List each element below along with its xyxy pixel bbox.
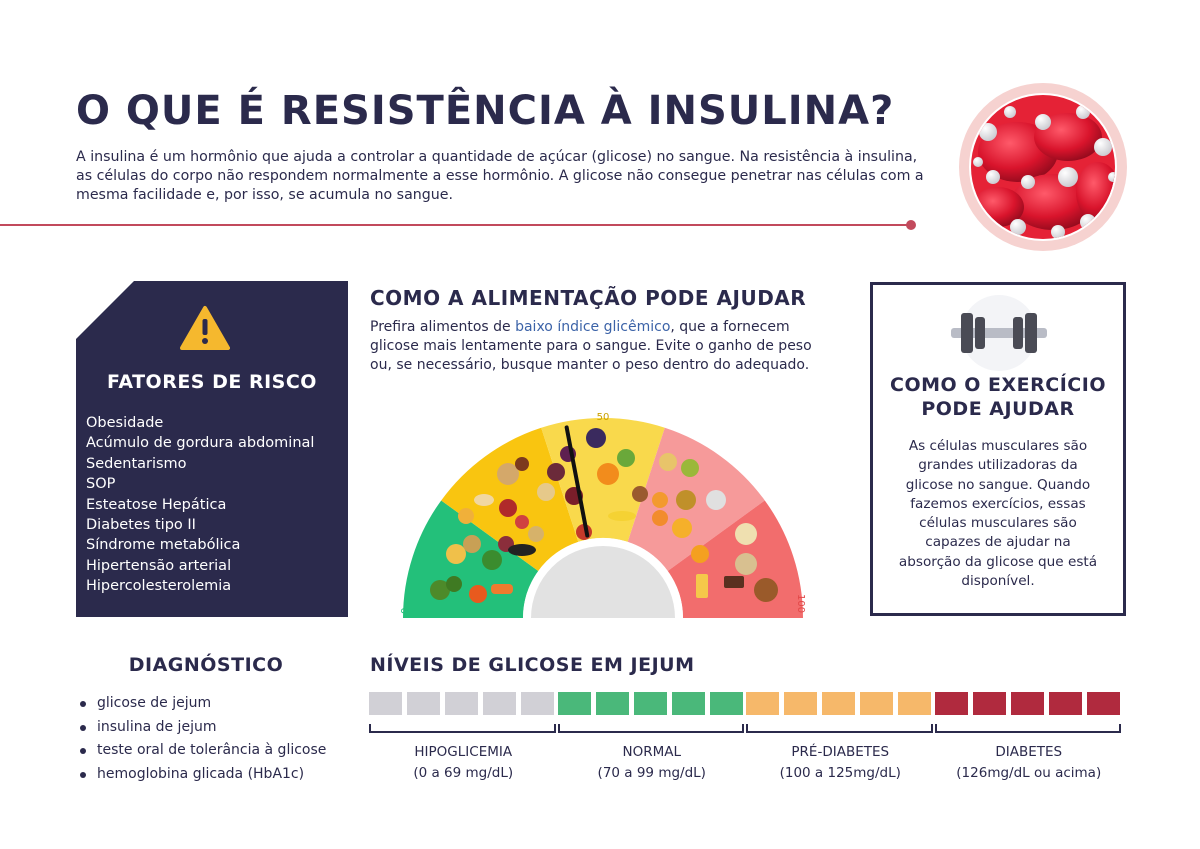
glucose-range-value: (126mg/dL ou acima) [956, 765, 1102, 781]
gauge-max-label: 100 [795, 594, 806, 613]
glucose-bar-cell [746, 692, 779, 715]
glucose-bar-cell [1086, 692, 1120, 715]
dumbbell-icon [951, 295, 1047, 371]
glucose-bar-cell [709, 692, 743, 715]
risk-item: Obesidade [86, 415, 164, 431]
glucose-bar-cell [557, 692, 591, 715]
glucose-range-label: DIABETES (126mg/dL ou acima) [935, 742, 1124, 784]
risk-factors-list: Obesidade Acúmulo de gordura abdominal S… [86, 413, 314, 597]
glucose-levels-title: NÍVEIS DE GLICOSE EM JEJUM [370, 654, 695, 676]
food-items-icon [430, 428, 778, 603]
risk-item: Hipercolesterolemia [86, 578, 232, 595]
gauge-min-label: 0 [400, 608, 411, 614]
diagnosis-list: glicose de jejum insulina de jejum teste… [80, 692, 326, 786]
glucose-range-label: PRÉ-DIABETES (100 a 125mg/dL) [746, 742, 935, 784]
glucose-range-label: HIPOGLICEMIA (0 a 69 mg/dL) [369, 742, 558, 784]
glucose-bar-cell [1010, 692, 1044, 715]
exercise-text: As células musculares são grandes utiliz… [898, 438, 1098, 590]
diagnosis-item: insulina de jejum [80, 716, 326, 740]
exercise-title: COMO O EXERCÍCIO PODE AJUDAR [890, 374, 1106, 420]
risk-item: Síndrome metabólica [86, 537, 241, 554]
glucose-bar-cell [671, 692, 705, 715]
glucose-bar-cell [784, 692, 817, 715]
divider-line [0, 224, 912, 226]
divider-dot [906, 220, 916, 230]
diagnosis-item: glicose de jejum [80, 692, 326, 716]
glucose-bar-cell [407, 692, 440, 715]
glucose-bar-cell [595, 692, 629, 715]
food-section-text: Prefira alimentos de baixo índice glicêm… [370, 318, 830, 375]
glucose-range-name: DIABETES [995, 744, 1063, 760]
glycemic-index-gauge: 0 50 100 [400, 412, 806, 618]
glucose-bracket [557, 724, 744, 733]
gauge-mid-label: 50 [597, 412, 610, 423]
glucose-bracket [934, 724, 1121, 733]
glucose-bracket [746, 724, 933, 733]
risk-factors-panel: FATORES DE RISCO Obesidade Acúmulo de go… [76, 281, 348, 617]
glucose-range-name: NORMAL [622, 744, 681, 760]
food-text-highlight: baixo índice glicêmico [515, 319, 671, 335]
glucose-bar-cell [369, 692, 402, 715]
glucose-bar-cell [445, 692, 478, 715]
risk-item: Esteatose Hepática [86, 496, 227, 513]
red-blood-cells-icon [959, 83, 1127, 251]
gauge-needle [564, 425, 590, 538]
risk-item: Acúmulo de gordura abdominal [86, 435, 315, 452]
risk-item: Hipertensão arterial [86, 557, 232, 574]
diagnosis-item: teste oral de tolerância à glicose [80, 739, 326, 763]
glucose-range-value: (70 a 99 mg/dL) [597, 765, 706, 781]
warning-icon [180, 306, 230, 350]
risk-item: Diabetes tipo II [86, 517, 196, 534]
food-section-title: COMO A ALIMENTAÇÃO PODE AJUDAR [370, 286, 807, 310]
glucose-bar-cell [972, 692, 1006, 715]
glucose-bar-cell [521, 692, 554, 715]
glucose-range-value: (100 a 125mg/dL) [779, 765, 901, 781]
glucose-range-label: NORMAL (70 a 99 mg/dL) [558, 742, 747, 784]
glucose-bracket [369, 724, 556, 733]
glucose-range-value: (0 a 69 mg/dL) [413, 765, 514, 781]
exercise-panel: COMO O EXERCÍCIO PODE AJUDAR As células … [870, 282, 1126, 616]
risk-item: Sedentarismo [86, 455, 187, 472]
glucose-bar-cell [860, 692, 893, 715]
page-title: O QUE É RESISTÊNCIA À INSULINA? [76, 88, 895, 134]
glucose-bar-cell [822, 692, 855, 715]
glucose-range-name: HIPOGLICEMIA [414, 744, 513, 760]
risk-factors-title: FATORES DE RISCO [107, 371, 317, 393]
risk-item: SOP [86, 476, 116, 493]
glucose-bar-cell [1048, 692, 1082, 715]
intro-text: A insulina é um hormônio que ajuda a con… [76, 149, 924, 203]
glucose-bar-cell [934, 692, 968, 715]
diagnosis-title: DIAGNÓSTICO [128, 654, 284, 676]
glucose-range-name: PRÉ-DIABETES [791, 744, 890, 760]
food-text-part: Prefira alimentos de [370, 319, 516, 335]
food-text-part: , que a fornecem glicose mais lentamente… [370, 319, 812, 373]
diagnosis-item: hemoglobina glicada (HbA1c) [80, 763, 326, 787]
glucose-bar-cell [633, 692, 667, 715]
glucose-bar-cell [483, 692, 516, 715]
glucose-bar-cell [898, 692, 931, 715]
